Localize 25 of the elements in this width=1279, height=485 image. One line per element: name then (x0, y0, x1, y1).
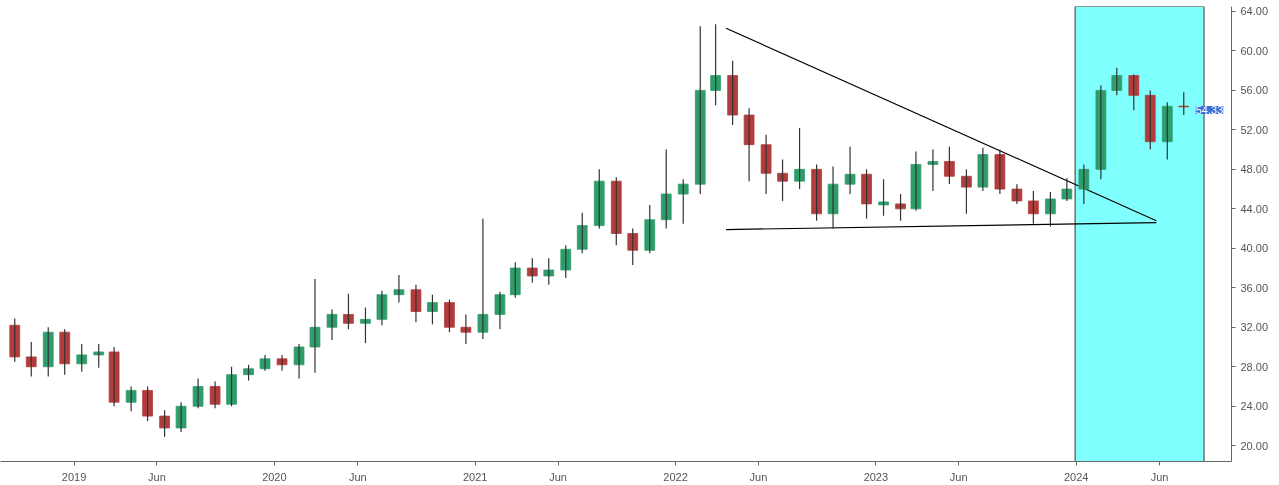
y-tick-label: 32.00 (1240, 321, 1269, 334)
y-tick-label: 56.00 (1240, 84, 1269, 97)
y-tick-label: 40.00 (1240, 242, 1269, 255)
x-tick-label: 2024 (1063, 470, 1089, 483)
x-tick-label: Jun (148, 470, 166, 483)
y-tick-label: 20.00 (1240, 439, 1269, 452)
y-tick-label: 60.00 (1240, 44, 1269, 57)
x-tick-label: 2020 (262, 470, 287, 483)
y-tick-label: 44.00 (1240, 202, 1269, 215)
x-tick-label: Jun (348, 470, 367, 483)
annotation: 54.33 (1195, 103, 1224, 116)
y-tick-label: 52.00 (1240, 123, 1269, 136)
x-tick-label: Jun (549, 470, 567, 483)
x-tick-label: 2019 (61, 470, 87, 483)
x-tick-label: 2021 (462, 470, 488, 483)
x-tick-label: Jun (1150, 470, 1169, 483)
y-tick-label: 64.00 (1240, 5, 1269, 18)
y-tick-label: 48.00 (1240, 163, 1269, 176)
x-tick-label: 2022 (663, 470, 688, 483)
y-tick-label: 28.00 (1240, 360, 1269, 373)
y-tick-label: 36.00 (1240, 281, 1269, 294)
x-tick-label: 2023 (863, 470, 889, 483)
x-tick-label: Jun (749, 470, 768, 483)
y-tick-label: 24.00 (1240, 400, 1269, 413)
x-tick-label: Jun (949, 470, 968, 483)
